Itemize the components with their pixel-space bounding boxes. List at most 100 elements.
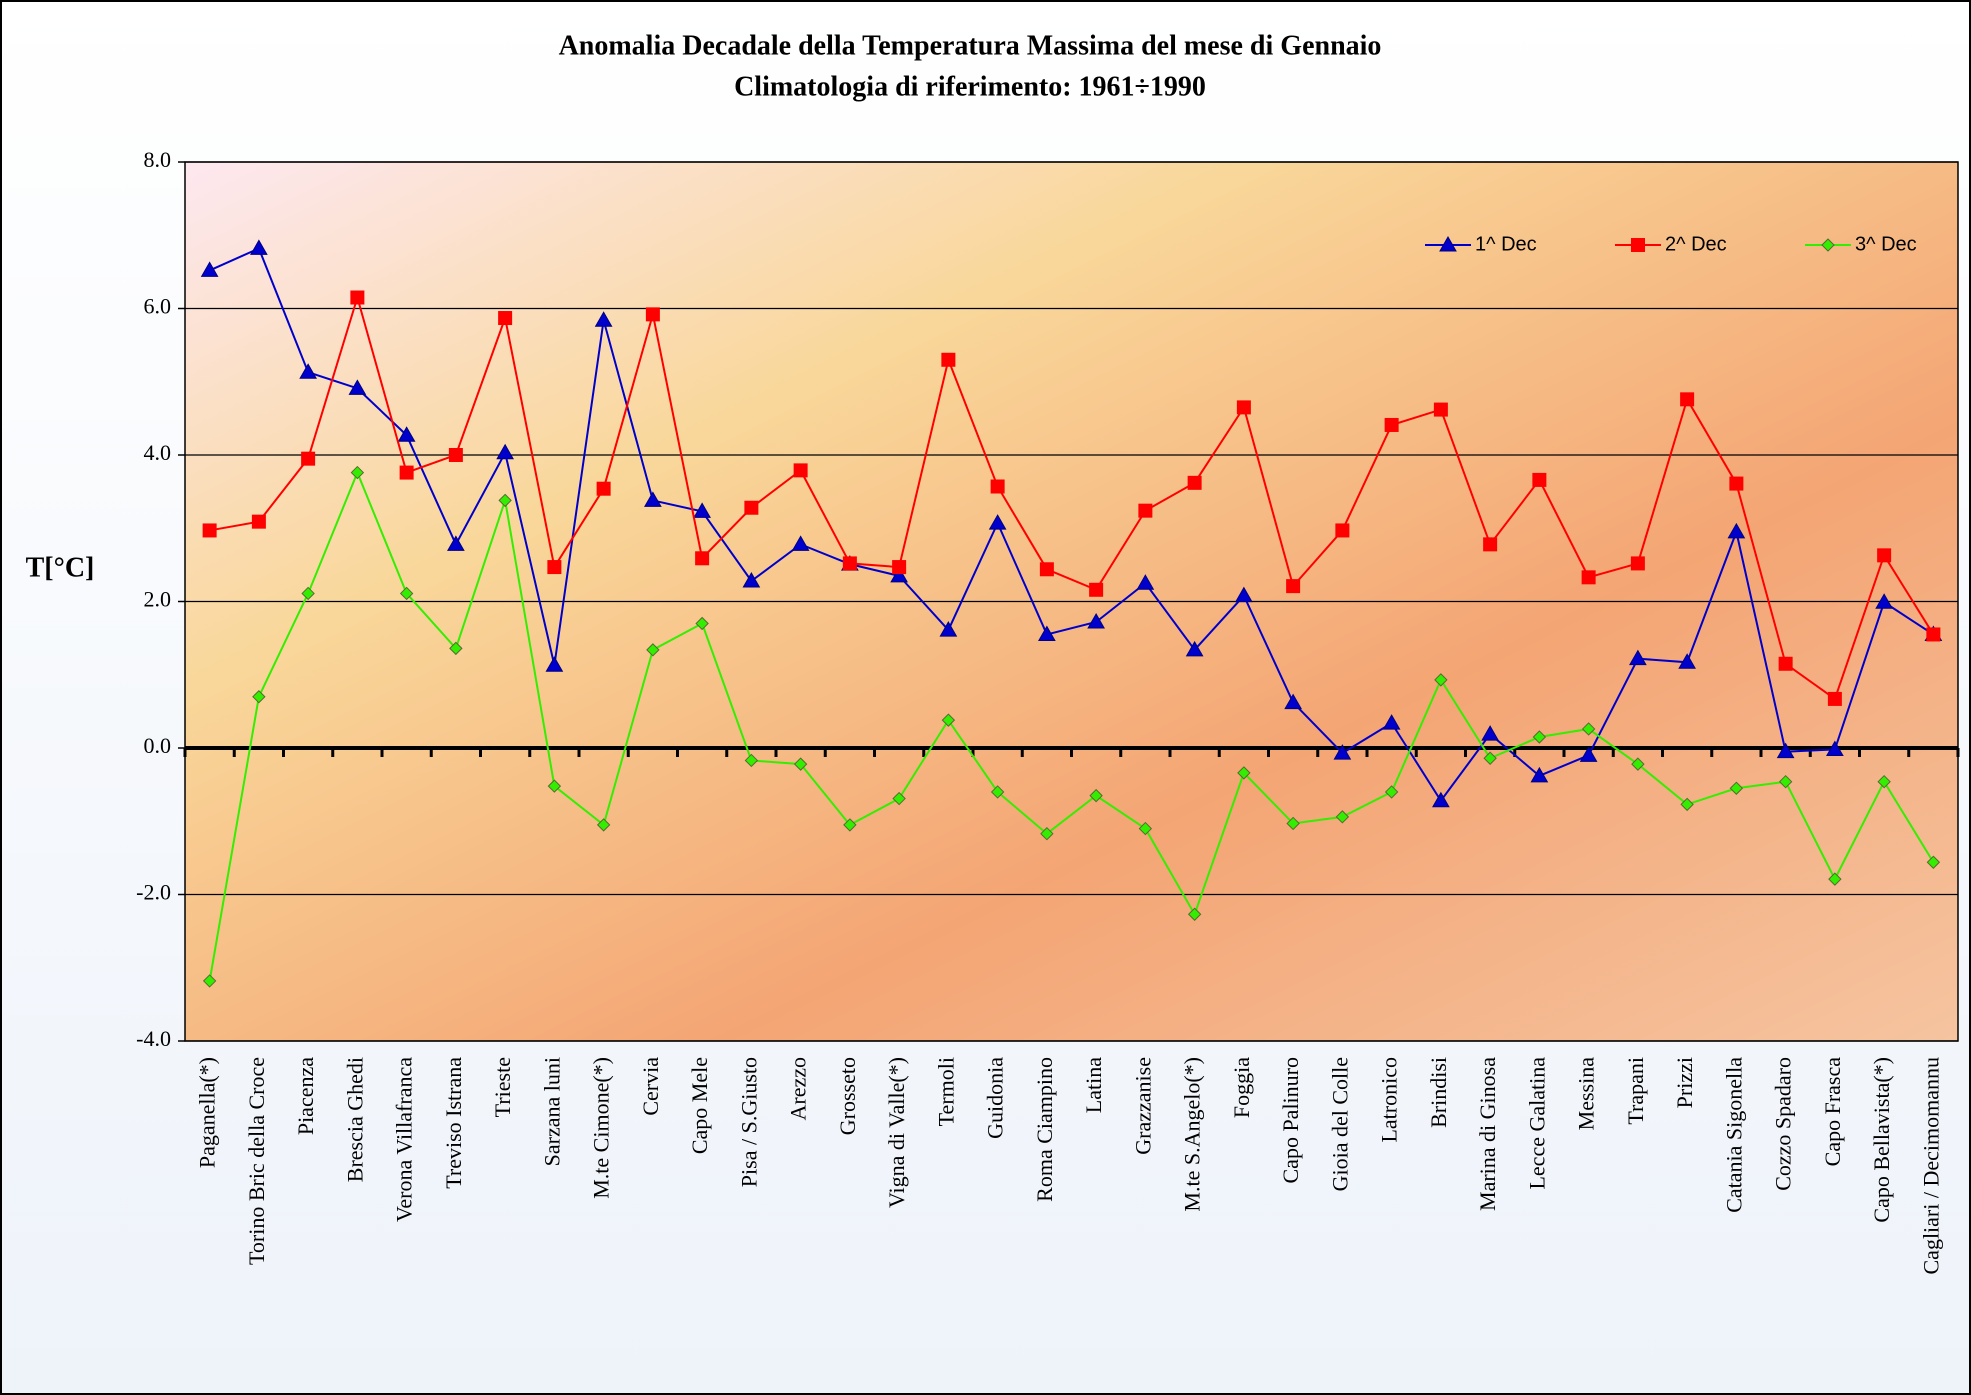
- x-tick-label: Latronico: [1377, 1057, 1402, 1143]
- x-tick-label: Prizzi: [1672, 1057, 1697, 1108]
- x-tick-label: Latina: [1081, 1057, 1106, 1113]
- marker: [744, 500, 759, 515]
- marker: [200, 261, 219, 277]
- legend-label: 3^ Dec: [1855, 233, 1917, 255]
- marker: [1530, 766, 1549, 783]
- marker: [202, 523, 217, 538]
- marker: [596, 818, 611, 832]
- y-tick-label: -4.0: [136, 1026, 171, 1051]
- marker: [1335, 810, 1350, 824]
- marker: [842, 556, 857, 571]
- marker: [449, 641, 463, 656]
- marker: [1631, 757, 1645, 771]
- marker: [547, 779, 562, 793]
- marker: [397, 426, 416, 442]
- marker: [1286, 579, 1301, 594]
- marker: [1631, 238, 1645, 252]
- x-tick-label: Brindisi: [1426, 1057, 1451, 1128]
- marker: [1680, 797, 1694, 812]
- marker: [202, 974, 217, 988]
- marker: [350, 290, 365, 305]
- marker: [1678, 653, 1696, 669]
- marker: [252, 690, 266, 704]
- marker: [596, 481, 611, 496]
- x-tick-label: Capo Mele: [687, 1057, 712, 1154]
- marker: [793, 463, 808, 478]
- marker: [1680, 392, 1695, 407]
- legend-label: 2^ Dec: [1665, 233, 1727, 255]
- marker: [496, 443, 514, 460]
- marker: [1185, 640, 1204, 657]
- marker: [695, 616, 709, 631]
- marker: [1877, 774, 1891, 789]
- marker: [301, 586, 315, 601]
- marker: [1481, 725, 1499, 741]
- marker: [1138, 503, 1153, 518]
- x-tick-label: Trieste: [490, 1057, 515, 1117]
- x-tick-label: Grosseto: [835, 1057, 860, 1135]
- marker: [399, 465, 414, 480]
- chart-title: Anomalia Decadale della Temperatura Mass…: [559, 30, 1382, 61]
- marker: [1729, 781, 1744, 795]
- marker: [498, 311, 513, 326]
- x-tick-label: Trapani: [1623, 1057, 1648, 1125]
- marker: [1384, 417, 1399, 432]
- marker: [990, 785, 1005, 799]
- marker: [1821, 238, 1835, 252]
- marker: [1581, 722, 1596, 736]
- marker: [1236, 400, 1251, 415]
- x-tick-label: Guidonia: [983, 1057, 1008, 1139]
- marker: [1827, 691, 1842, 706]
- x-tick-label: Gioia del Colle: [1327, 1057, 1352, 1191]
- marker: [1136, 574, 1155, 590]
- marker: [1087, 613, 1105, 629]
- marker: [939, 621, 958, 637]
- marker: [1040, 826, 1054, 841]
- marker: [348, 379, 367, 395]
- x-tick-label: Verona Villafranca: [392, 1057, 417, 1222]
- x-tick-label: Lecce Galatina: [1524, 1057, 1549, 1190]
- marker: [1581, 570, 1596, 585]
- y-tick-label: 8.0: [144, 147, 172, 172]
- marker: [695, 551, 710, 566]
- marker: [447, 535, 465, 551]
- marker: [1433, 402, 1448, 417]
- y-tick-label: 0.0: [144, 733, 172, 758]
- marker: [350, 465, 365, 480]
- series-line: [209, 293, 1935, 701]
- y-axis-label: T[°C]: [26, 552, 95, 583]
- x-tick-label: Pisa / S.Giusto: [736, 1057, 761, 1187]
- marker: [1778, 656, 1793, 671]
- marker: [988, 514, 1007, 530]
- marker: [1875, 593, 1893, 609]
- x-tick-label: Capo Palinuro: [1278, 1057, 1303, 1184]
- x-tick-label: M.te S.Angelo(*): [1180, 1057, 1205, 1212]
- marker: [1333, 744, 1352, 760]
- marker: [1235, 586, 1253, 603]
- series-line: [209, 247, 1934, 803]
- marker: [1039, 562, 1054, 577]
- marker: [892, 560, 907, 575]
- series-line: [208, 469, 1935, 982]
- marker: [1926, 855, 1941, 869]
- x-tick-label: Cozzo Spadaro: [1771, 1057, 1796, 1191]
- chart-subtitle: Climatologia di riferimento: 1961÷1990: [734, 71, 1206, 102]
- x-tick-label: M.te Cimone(*): [589, 1057, 614, 1199]
- marker: [1532, 472, 1547, 487]
- x-tick-label: Vigna di Valle(*): [884, 1057, 909, 1208]
- marker: [1483, 751, 1497, 765]
- x-tick-label: Marina di Ginosa: [1475, 1057, 1500, 1211]
- marker: [1826, 740, 1844, 756]
- marker: [1926, 627, 1941, 642]
- x-tick-label: Brescia Ghedi: [342, 1057, 367, 1182]
- marker: [1579, 746, 1598, 762]
- marker: [941, 352, 956, 367]
- x-tick-label: Foggia: [1229, 1057, 1254, 1118]
- marker: [1778, 774, 1793, 789]
- marker: [547, 560, 562, 575]
- marker: [646, 643, 660, 657]
- marker: [250, 239, 268, 255]
- y-tick-label: 4.0: [144, 440, 172, 465]
- x-tick-label: Termoli: [933, 1057, 958, 1126]
